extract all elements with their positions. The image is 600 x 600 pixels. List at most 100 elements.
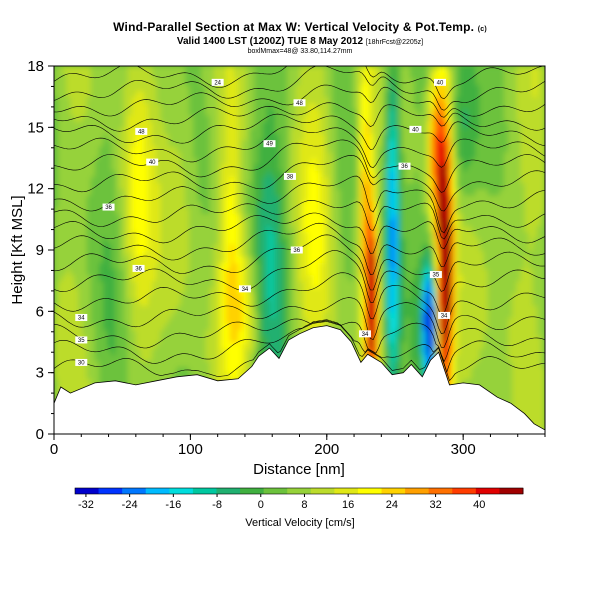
field-cell bbox=[242, 207, 247, 214]
field-cell bbox=[131, 219, 137, 227]
field-cell bbox=[389, 250, 395, 257]
field-cell bbox=[90, 243, 96, 251]
field-cell bbox=[283, 72, 288, 79]
field-cell bbox=[364, 256, 370, 263]
field-cell bbox=[115, 213, 121, 220]
field-cell bbox=[135, 305, 141, 312]
field-cell bbox=[303, 250, 309, 257]
field-cell bbox=[164, 286, 170, 294]
field-cell bbox=[324, 188, 329, 196]
field-cell bbox=[328, 225, 333, 233]
field-cell bbox=[184, 335, 190, 343]
field-cell bbox=[94, 262, 100, 269]
field-cell bbox=[303, 243, 309, 251]
field-cell bbox=[266, 72, 272, 79]
field-cell bbox=[152, 274, 157, 282]
field-cell bbox=[82, 84, 88, 92]
field-cell bbox=[315, 292, 321, 300]
field-cell bbox=[119, 115, 125, 122]
field-cell bbox=[172, 225, 178, 233]
field-cell bbox=[234, 342, 239, 349]
field-cell bbox=[274, 213, 280, 220]
field-cell bbox=[197, 225, 202, 233]
field-cell bbox=[250, 115, 256, 122]
field-cell bbox=[201, 256, 206, 263]
field-cell bbox=[119, 78, 125, 85]
field-cell bbox=[152, 231, 157, 239]
field-cell bbox=[307, 158, 313, 165]
field-cell bbox=[315, 250, 321, 257]
field-cell bbox=[221, 317, 227, 325]
field-cell bbox=[311, 299, 317, 306]
field-cell bbox=[176, 96, 182, 104]
field-cell bbox=[332, 280, 337, 288]
field-cell bbox=[234, 115, 239, 122]
field-cell bbox=[189, 354, 194, 361]
field-cell bbox=[205, 323, 211, 331]
field-cell bbox=[123, 115, 129, 122]
field-cell bbox=[111, 102, 116, 110]
field-cell bbox=[139, 219, 145, 227]
field-cell bbox=[139, 182, 145, 190]
field-cell bbox=[246, 121, 251, 128]
field-cell bbox=[319, 90, 325, 98]
field-cell bbox=[336, 158, 342, 165]
field-cell bbox=[225, 96, 231, 104]
field-cell bbox=[258, 96, 264, 104]
field-cell bbox=[172, 133, 178, 141]
field-cell bbox=[111, 323, 116, 331]
field-cell bbox=[205, 354, 211, 361]
field-cell bbox=[348, 237, 354, 245]
field-cell bbox=[127, 268, 133, 276]
field-cell bbox=[99, 66, 104, 73]
field-cell bbox=[299, 323, 305, 331]
field-cell bbox=[86, 243, 92, 251]
field-cell bbox=[86, 207, 92, 214]
field-cell bbox=[348, 182, 354, 190]
field-cell bbox=[279, 182, 284, 190]
field-cell bbox=[144, 133, 149, 141]
field-cell bbox=[356, 225, 362, 233]
field-cell bbox=[336, 292, 342, 300]
field-cell bbox=[54, 194, 59, 202]
field-cell bbox=[201, 72, 206, 79]
field-cell bbox=[217, 305, 223, 312]
field-cell bbox=[139, 66, 145, 73]
field-cell bbox=[373, 72, 378, 79]
field-cell bbox=[270, 182, 276, 190]
field-cell bbox=[254, 158, 260, 165]
field-cell bbox=[229, 170, 235, 177]
field-cell bbox=[332, 200, 337, 208]
field-cell bbox=[299, 280, 305, 288]
field-cell bbox=[234, 317, 239, 325]
field-cell bbox=[238, 108, 243, 116]
field-cell bbox=[197, 139, 202, 147]
field-cell bbox=[197, 213, 202, 220]
field-cell bbox=[111, 151, 116, 159]
field-cell bbox=[242, 139, 247, 147]
field-cell bbox=[119, 145, 125, 153]
field-cell bbox=[127, 372, 133, 380]
field-cell bbox=[193, 366, 198, 374]
field-cell bbox=[356, 207, 362, 214]
field-cell bbox=[344, 237, 350, 245]
field-cell bbox=[262, 292, 268, 300]
field-cell bbox=[221, 182, 227, 190]
field-cell bbox=[54, 158, 59, 165]
field-cell bbox=[225, 102, 231, 110]
field-cell bbox=[180, 360, 186, 368]
field-cell bbox=[213, 213, 219, 220]
field-cell bbox=[279, 268, 284, 276]
field-cell bbox=[332, 188, 337, 196]
field-cell bbox=[111, 280, 116, 288]
field-cell bbox=[328, 194, 333, 202]
field-cell bbox=[189, 335, 194, 343]
field-cell bbox=[377, 176, 382, 184]
field-cell bbox=[144, 366, 149, 374]
field-cell bbox=[184, 311, 190, 319]
field-cell bbox=[156, 360, 161, 368]
field-cell bbox=[225, 274, 231, 282]
field-cell bbox=[352, 170, 358, 177]
field-cell bbox=[336, 305, 342, 312]
field-cell bbox=[180, 268, 186, 276]
